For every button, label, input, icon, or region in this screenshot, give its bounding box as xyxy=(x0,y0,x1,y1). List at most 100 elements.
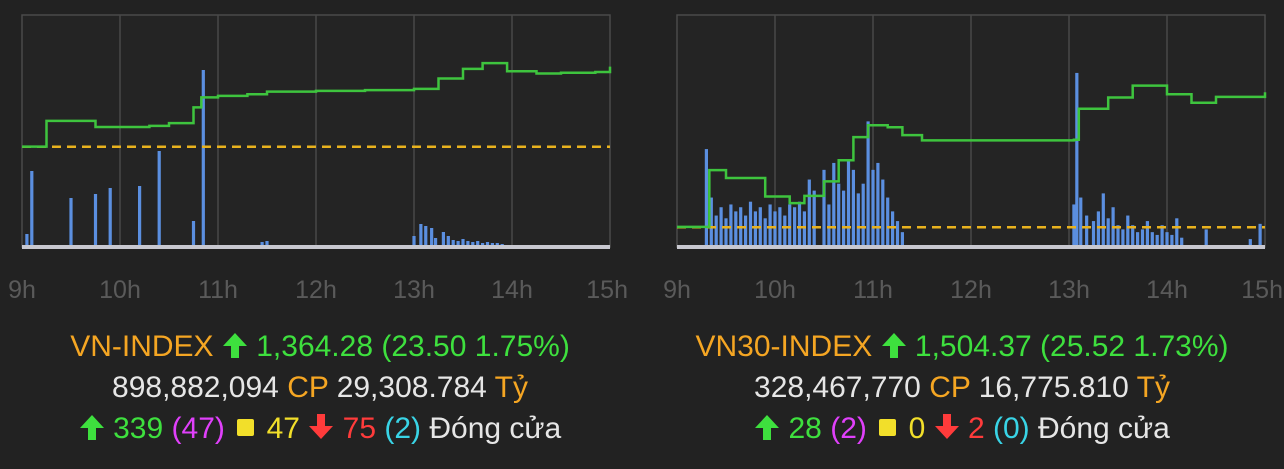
volume-bar xyxy=(793,207,797,246)
x-tick-label: 11h xyxy=(853,276,893,304)
volume-bar xyxy=(895,221,900,246)
volume-bar xyxy=(424,226,428,246)
volume-bar xyxy=(446,236,450,246)
volume-bar xyxy=(704,149,708,246)
volume-bar xyxy=(856,193,860,246)
volume-bar xyxy=(481,243,485,246)
volume-bar xyxy=(724,218,728,246)
x-tick-label: 13h xyxy=(1048,276,1090,304)
volume-bar xyxy=(807,179,811,246)
volume-bars xyxy=(25,70,504,246)
volume-bar xyxy=(1140,229,1145,246)
volume-bar xyxy=(461,239,465,246)
x-tick-label: 10h xyxy=(99,276,141,304)
x-axis-ticks: 9h 10h 11h 12h 13h 14h 15h xyxy=(8,276,628,304)
volume-bar xyxy=(1131,225,1135,246)
volume-bar xyxy=(1116,225,1120,246)
volume-summary: 328,467,770 CP 16,775.810 Tỷ xyxy=(640,367,1284,409)
volume-bar xyxy=(1085,215,1089,246)
volume-bar xyxy=(412,236,416,246)
volume-bar xyxy=(451,240,455,246)
volume-bar xyxy=(476,241,480,246)
volume-bar xyxy=(108,188,112,246)
volume-bar xyxy=(822,169,826,246)
index-name: VN30-INDEX xyxy=(695,330,873,363)
x-tick-label: 15h xyxy=(1241,276,1283,304)
down-arrow-icon xyxy=(309,414,334,439)
unchanged-count: 0 xyxy=(908,412,926,445)
index-summary: VN30-INDEX 1,504.37 (25.52 1.73%) xyxy=(640,326,1284,368)
volume-bar xyxy=(876,162,880,246)
volume-bar xyxy=(1091,221,1096,246)
index-summary: VN-INDEX 1,364.28 (23.50 1.75%) xyxy=(0,326,640,368)
ceiling-count: (2) xyxy=(830,412,867,445)
volume-bar xyxy=(709,197,713,246)
volume-bar xyxy=(891,211,895,246)
volume-bar xyxy=(753,211,757,246)
index-change: (23.50 1.75%) xyxy=(381,330,570,363)
volume-bar xyxy=(1165,232,1169,246)
turnover-unit: Tỷ xyxy=(1136,371,1170,404)
volume-value: 898,882,094 xyxy=(112,371,279,404)
volume-bar xyxy=(466,241,470,246)
x-tick-label: 9h xyxy=(663,276,691,304)
vn-index-panel: 9h 10h 11h 12h 13h 14h 15h VN-INDEX 1,364.28 (… xyxy=(0,0,640,469)
volume-bar xyxy=(729,204,733,246)
volume-bar xyxy=(1079,197,1083,246)
x-tick-label: 14h xyxy=(1146,276,1188,304)
down-arrow-icon xyxy=(934,414,959,439)
volume-bar xyxy=(851,169,855,246)
volume-bar xyxy=(1136,232,1140,246)
x-tick-label: 13h xyxy=(393,276,435,304)
declines-count: 2 xyxy=(967,412,985,445)
x-axis-bar xyxy=(22,245,610,249)
volume-bar xyxy=(763,218,767,246)
index-value: 1,504.37 xyxy=(914,330,1032,363)
volume-bar xyxy=(93,194,98,246)
volume-bar xyxy=(783,215,787,246)
up-arrow-icon xyxy=(755,415,780,440)
volume-bar xyxy=(1150,232,1154,246)
ceiling-count: (47) xyxy=(171,412,225,445)
volume-unit: CP xyxy=(929,371,971,404)
volume-bar xyxy=(1106,218,1110,246)
volume-bar xyxy=(802,211,806,246)
volume-bar xyxy=(490,243,494,246)
volume-bar xyxy=(25,234,29,246)
volume-bar xyxy=(744,215,748,246)
volume-bar xyxy=(773,211,777,246)
volume-bar xyxy=(871,169,875,246)
advances-count: 339 xyxy=(113,412,164,445)
volume-bar xyxy=(900,232,904,246)
x-tick-label: 14h xyxy=(491,276,533,304)
volume-bar xyxy=(1248,239,1252,246)
x-tick-label: 12h xyxy=(295,276,337,304)
volume-bar xyxy=(886,197,890,246)
volume-bar xyxy=(485,242,490,246)
x-tick-label: 10h xyxy=(754,276,796,304)
market-status: Đóng cửa xyxy=(1038,412,1170,445)
volume-bar xyxy=(201,70,205,246)
volume-bar xyxy=(1096,211,1100,246)
volume-bar xyxy=(265,241,269,246)
declines-count: 75 xyxy=(342,412,377,445)
volume-bar xyxy=(441,232,445,246)
index-change: (25.52 1.73%) xyxy=(1040,330,1229,363)
volume-bar xyxy=(419,224,423,246)
volume-bar xyxy=(495,243,499,246)
volume-bar xyxy=(734,211,738,246)
volume-bar xyxy=(748,201,753,246)
grid xyxy=(119,15,513,246)
volume-bar xyxy=(1126,215,1130,246)
volume-bar xyxy=(1155,234,1159,246)
x-tick-label: 12h xyxy=(950,276,992,304)
floor-count: (2) xyxy=(384,412,422,445)
breadth-summary: 339 (47) 47 75 (2) Đóng cửa xyxy=(0,408,640,450)
volume-bar xyxy=(1075,72,1079,246)
volume-bar xyxy=(861,183,865,246)
volume-bars xyxy=(704,72,1262,246)
volume-bar xyxy=(1072,204,1076,246)
volume-bar xyxy=(788,204,792,246)
square-icon xyxy=(237,419,255,436)
volume-bar xyxy=(138,186,142,246)
